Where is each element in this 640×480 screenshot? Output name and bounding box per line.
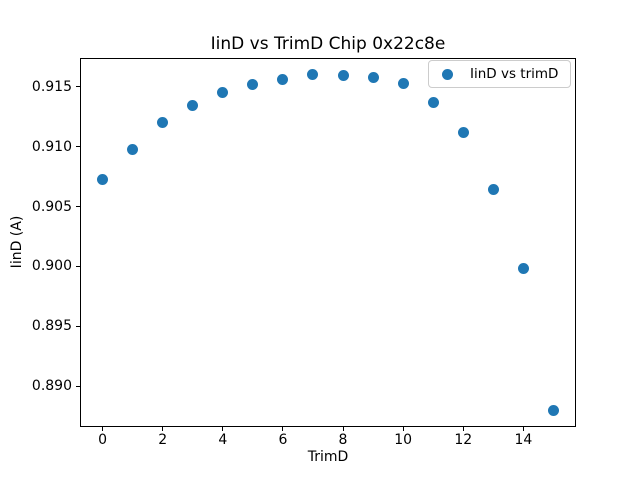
x-tick-mark bbox=[462, 427, 464, 431]
scatter-point bbox=[397, 77, 409, 89]
legend-label: IinD vs trimD bbox=[470, 66, 559, 82]
x-tick-mark bbox=[402, 427, 404, 431]
chart-title: IinD vs TrimD Chip 0x22c8e bbox=[210, 34, 446, 54]
y-tick-mark bbox=[76, 325, 80, 327]
y-tick-mark bbox=[76, 265, 80, 267]
scatter-point bbox=[547, 404, 559, 416]
x-tick-label: 12 bbox=[454, 432, 473, 448]
y-tick-label: 0.890 bbox=[31, 378, 72, 395]
scatter-point bbox=[337, 70, 349, 82]
x-tick-mark bbox=[342, 427, 344, 431]
scatter-point bbox=[157, 117, 169, 129]
x-axis-label: TrimD bbox=[307, 449, 349, 465]
x-tick-mark bbox=[222, 427, 224, 431]
x-tick-label: 10 bbox=[394, 432, 413, 448]
x-tick-label: 14 bbox=[514, 432, 533, 448]
x-tick-label: 2 bbox=[158, 432, 168, 448]
y-tick-label: 0.895 bbox=[31, 318, 72, 335]
scatter-point bbox=[127, 143, 139, 155]
scatter-point bbox=[217, 87, 229, 99]
y-tick-label: 0.905 bbox=[31, 198, 72, 215]
x-tick-label: 8 bbox=[338, 432, 348, 448]
scatter-point bbox=[187, 100, 199, 112]
legend-marker-icon bbox=[442, 69, 453, 80]
x-tick-mark bbox=[522, 427, 524, 431]
y-tick-label: 0.910 bbox=[31, 138, 72, 155]
scatter-point bbox=[277, 74, 289, 86]
scatter-point bbox=[487, 184, 499, 196]
y-tick-mark bbox=[76, 385, 80, 387]
scatter-point bbox=[247, 78, 259, 90]
scatter-point bbox=[307, 69, 319, 81]
scatter-point bbox=[517, 263, 529, 275]
scatter-point bbox=[457, 126, 469, 138]
scatter-point bbox=[367, 71, 379, 83]
x-tick-label: 6 bbox=[278, 432, 288, 448]
x-tick-label: 0 bbox=[98, 432, 107, 448]
y-tick-mark bbox=[76, 146, 80, 148]
scatter-point bbox=[97, 173, 109, 185]
y-tick-mark bbox=[76, 86, 80, 88]
plot-area bbox=[80, 58, 576, 427]
x-tick-mark bbox=[162, 427, 164, 431]
y-tick-mark bbox=[76, 206, 80, 208]
legend: IinD vs trimD bbox=[428, 60, 571, 88]
scatter-point bbox=[427, 96, 439, 108]
x-tick-mark bbox=[282, 427, 284, 431]
y-tick-label: 0.900 bbox=[31, 258, 72, 275]
x-tick-mark bbox=[102, 427, 104, 431]
x-tick-label: 4 bbox=[218, 432, 228, 448]
y-tick-label: 0.915 bbox=[31, 78, 72, 95]
